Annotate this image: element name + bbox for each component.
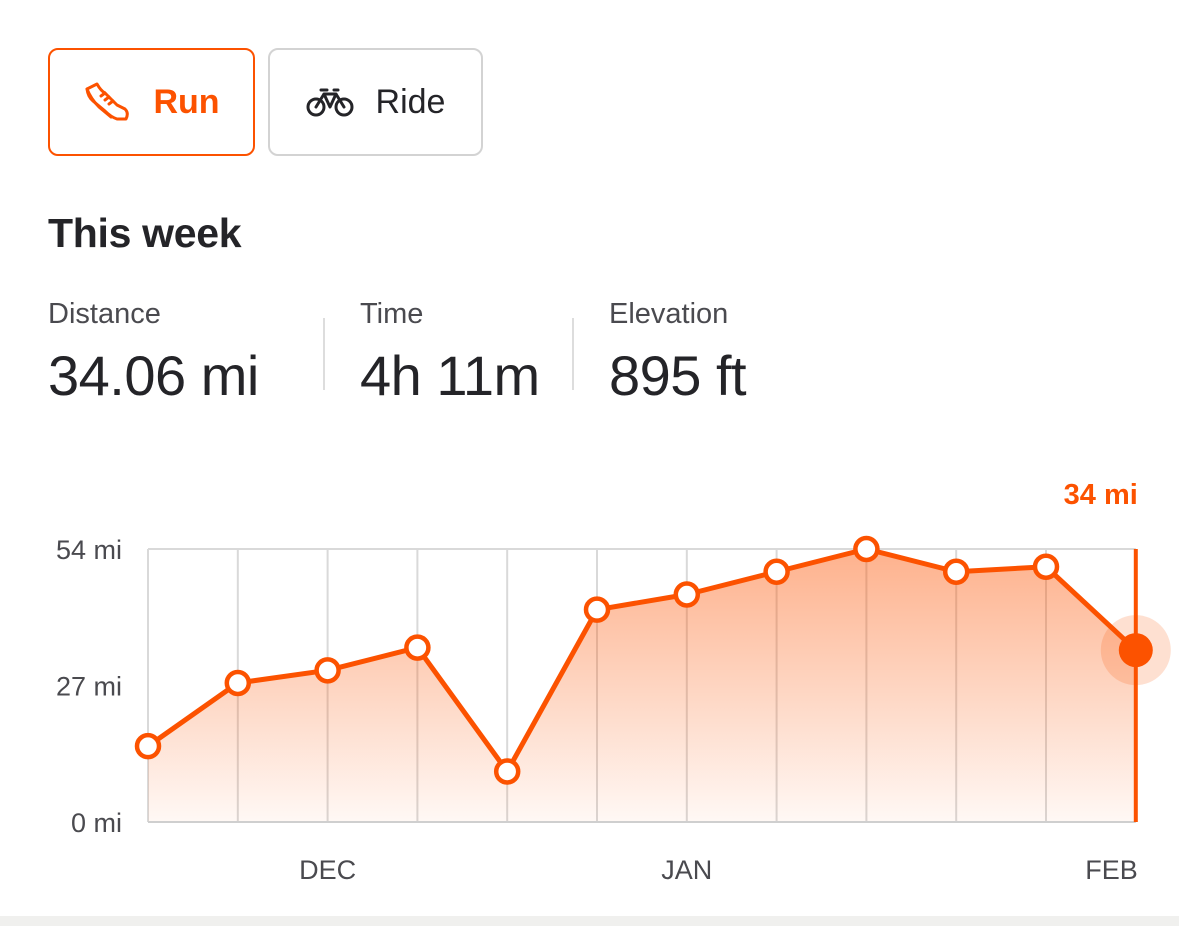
time-label: Time (360, 298, 424, 330)
elevation-label: Elevation (609, 298, 729, 330)
y-tick-label: 0 mi (71, 808, 122, 838)
run-tab-label: Run (153, 82, 220, 121)
bicycle-icon (306, 86, 354, 118)
y-tick-label: 54 mi (56, 535, 122, 565)
data-point (853, 535, 880, 563)
data-point (224, 669, 252, 697)
distance-stat: Distance 34.06 mi (48, 298, 259, 408)
highlight-value-label: 34 mi (1064, 479, 1138, 511)
x-month-label: JAN (661, 855, 712, 885)
data-point (763, 558, 790, 585)
data-point (404, 634, 431, 661)
running-shoe-icon (83, 81, 131, 123)
area-fill (148, 549, 1136, 822)
ride-tab[interactable]: Ride (268, 48, 483, 156)
data-point (583, 596, 611, 623)
run-tab[interactable]: Run (48, 48, 255, 156)
data-point (493, 758, 521, 785)
stat-divider (323, 318, 325, 390)
y-tick-label: 27 mi (56, 672, 122, 702)
x-month-label: DEC (299, 855, 356, 885)
weekly-distance-chart: 0 mi 27 mi 54 mi DEC JAN FEB 34 mi (56, 479, 1171, 885)
data-point (314, 657, 341, 684)
data-point (1032, 553, 1060, 580)
sport-tabs: Run Ride (48, 48, 483, 156)
time-value: 4h 11m (360, 344, 540, 407)
series-line (145, 546, 1139, 774)
data-point (134, 732, 162, 760)
x-month-label: FEB (1085, 855, 1138, 885)
elevation-stat: Elevation 895 ft (609, 298, 747, 408)
highlight-point (1118, 633, 1153, 668)
week-title: This week (48, 210, 242, 256)
data-point (942, 558, 970, 585)
ride-tab-label: Ride (375, 82, 446, 121)
data-point (673, 581, 701, 608)
elevation-value: 895 ft (609, 344, 747, 407)
stat-divider (572, 318, 574, 390)
distance-label: Distance (48, 298, 161, 330)
distance-value: 34.06 mi (48, 344, 259, 407)
time-stat: Time 4h 11m (360, 298, 540, 408)
bottom-bar (0, 916, 1179, 926)
